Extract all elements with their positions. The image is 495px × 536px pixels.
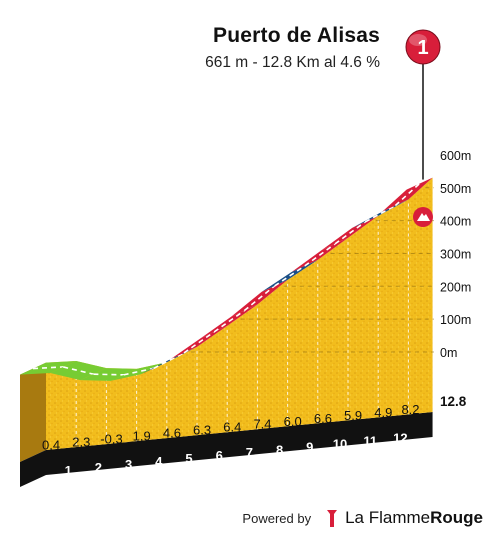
segment-centerline: [394, 182, 421, 207]
km-label: 8: [276, 442, 283, 457]
gradient-label: 6.4: [223, 420, 241, 435]
segment-centerline: [153, 352, 185, 370]
flame-logo-icon: [327, 510, 338, 527]
summit-marker-shine: [409, 34, 427, 46]
y-tick-label: 500m: [440, 182, 471, 196]
segment-centerline: [274, 265, 306, 287]
mountain-icon-peak: [417, 213, 430, 221]
km-label: 1: [65, 463, 72, 478]
powered-by-text: Powered by: [242, 510, 312, 526]
km-label: 5: [185, 451, 192, 466]
segment-centerline: [243, 285, 276, 312]
km-label: 9: [306, 439, 313, 454]
profile-base: [20, 412, 433, 487]
km-label: 12: [393, 430, 407, 445]
gradient-label: 8.2: [401, 402, 419, 417]
gradient-label: 5.9: [344, 408, 362, 423]
gradient-segment: [382, 177, 433, 212]
gradient-label: 6.6: [314, 411, 332, 426]
chart-title: Puerto de Alisas: [213, 24, 380, 47]
summit-marker-number: 1: [417, 37, 428, 59]
gradient-label: 7.4: [253, 417, 271, 432]
gradient-label: 0.4: [42, 438, 60, 453]
gradient-label: -0.3: [100, 432, 122, 447]
y-tick-label: 0m: [440, 346, 457, 360]
segment-centerline: [213, 309, 245, 333]
footer-branding[interactable]: Powered by La FlammeRouge: [242, 508, 483, 528]
km-label: 3: [125, 457, 132, 472]
km-label: 7: [246, 445, 253, 460]
gradient-segment: [80, 368, 137, 381]
gradient-label: 2.3: [72, 435, 90, 450]
gradient-label: 4.9: [374, 405, 392, 420]
km-label: 6: [216, 448, 223, 463]
y-tick-label: 300m: [440, 247, 471, 261]
km-label: 2: [95, 460, 102, 475]
brand-name: La FlammeRouge: [345, 508, 483, 528]
y-tick-label: 600m: [440, 149, 471, 163]
segment-centerline: [334, 221, 366, 245]
gradient-label: 4.6: [163, 426, 181, 441]
segment-centerline: [183, 331, 215, 354]
y-tick-label: 200m: [440, 280, 471, 294]
profile-side-face: [20, 362, 46, 462]
gradient-segment: [50, 360, 107, 381]
segment-centerline: [364, 204, 396, 223]
km-label: 11: [363, 433, 377, 448]
km-label: 4: [155, 454, 163, 469]
gradient-segment: [110, 362, 167, 381]
km-label: 10: [333, 436, 347, 451]
gradient-label: 6.0: [284, 414, 302, 429]
gradient-segment: [20, 360, 77, 375]
segment-centerline: [304, 243, 336, 267]
brand-part1: La Flamme: [345, 508, 431, 527]
y-tick-label: 100m: [440, 313, 471, 327]
end-km-label: 12.8: [440, 394, 467, 409]
chart-subtitle: 661 m - 12.8 Km al 4.6 %: [205, 54, 380, 71]
gradient-label: 1.9: [133, 429, 151, 444]
profile-fill: [46, 177, 433, 450]
brand-part2: Rouge: [430, 508, 483, 527]
gradient-label: 6.3: [193, 423, 211, 438]
summit-marker: [405, 29, 441, 65]
y-tick-label: 400m: [440, 215, 471, 229]
